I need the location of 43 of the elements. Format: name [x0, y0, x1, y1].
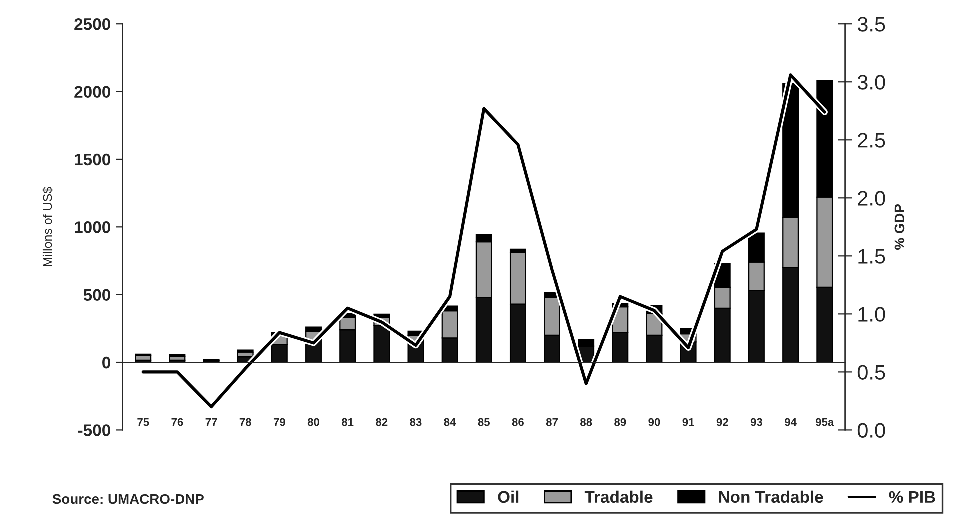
x-tick-label: 82 [376, 418, 388, 426]
y2-tick-label: 2.5 [858, 133, 886, 148]
y-tick-label: 1000 [75, 222, 110, 234]
x-tick-label: 84 [444, 418, 456, 426]
y2-tick-label: 1.0 [858, 307, 886, 322]
x-tick-label: 85 [478, 418, 490, 426]
y2-tick-label: 3.5 [858, 17, 886, 32]
x-tick-label: 81 [342, 418, 354, 426]
y2-tick-label: 1.5 [858, 249, 886, 264]
y-tick-label: 2500 [74, 18, 110, 30]
x-tick-label: 89 [614, 418, 626, 426]
x-tick-label: 79 [274, 418, 286, 426]
x-tick-label: 83 [410, 418, 422, 426]
x-tick-label: 92 [716, 418, 728, 426]
y2-tick-label: 3.0 [858, 75, 886, 90]
y2-tick-label: 0.0 [858, 423, 886, 438]
legend-label: % PIB [889, 491, 936, 504]
legend-label: Oil [498, 490, 519, 504]
y-tick-label: 500 [84, 289, 110, 302]
x-tick-label: 80 [308, 418, 320, 426]
x-tick-label: 93 [750, 418, 762, 426]
y-tick-label: -500 [78, 424, 110, 436]
legend-label: Non Tradable [719, 490, 824, 504]
x-tick-label: 90 [648, 418, 660, 426]
y2-tick-label: 0.5 [858, 365, 886, 380]
y2-tick-label: 2.0 [858, 191, 886, 206]
y2-axis-title: % GDP [894, 204, 905, 250]
source-note: Source: UMACRO-DNP [52, 494, 204, 504]
x-tick-label: 94 [785, 418, 797, 426]
x-tick-label: 76 [172, 418, 184, 426]
legend-label: Tradable [584, 490, 653, 504]
y-axis-title: Millons of US$ [42, 187, 53, 266]
y-tick-label: 1500 [75, 154, 110, 166]
x-tick-label: 95a [816, 418, 834, 426]
y-tick-label: 0 [102, 356, 110, 369]
x-tick-label: 86 [512, 418, 524, 426]
x-tick-label: 77 [206, 418, 218, 426]
x-tick-label: 75 [138, 418, 150, 426]
y-tick-label: 2000 [74, 86, 110, 98]
x-tick-label: 88 [580, 418, 592, 426]
x-tick-label: 91 [682, 418, 694, 426]
x-tick-label: 78 [240, 418, 252, 426]
x-tick-label: 87 [546, 418, 558, 426]
